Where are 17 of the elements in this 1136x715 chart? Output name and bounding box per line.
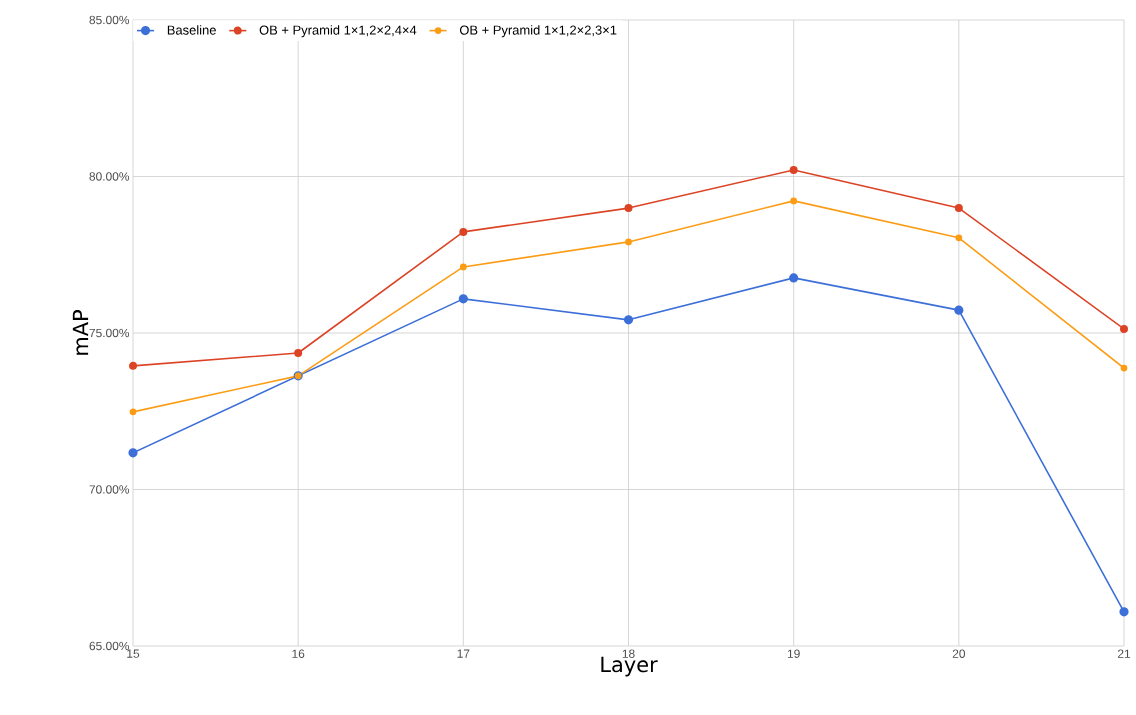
legend-label: OB + Pyramid 1×1,2×2,3×1 — [459, 25, 617, 38]
x-tick-label: 19 — [787, 649, 800, 658]
y-tick-label: 70.00% — [89, 485, 130, 494]
legend-label: Baseline — [167, 25, 216, 35]
y-tick-label: 80.00% — [89, 172, 130, 181]
y-tick-label: 75.00% — [89, 328, 130, 338]
x-tick-label: 15 — [127, 649, 140, 658]
legend-label: OB + Pyramid 1×1,2×2,4×4 — [259, 25, 417, 38]
x-tick-label: 21 — [1117, 649, 1131, 658]
y-tick-label: 85.00% — [89, 15, 130, 25]
x-tick-label: 17 — [457, 649, 470, 658]
x-tick-label: 18 — [622, 649, 635, 658]
y-axis-title: mAP — [72, 310, 89, 355]
x-tick-label: 16 — [292, 649, 305, 658]
x-axis-title: Layer — [601, 656, 658, 677]
y-tick-label: 65.00% — [89, 641, 130, 651]
x-tick-label: 20 — [952, 649, 966, 658]
